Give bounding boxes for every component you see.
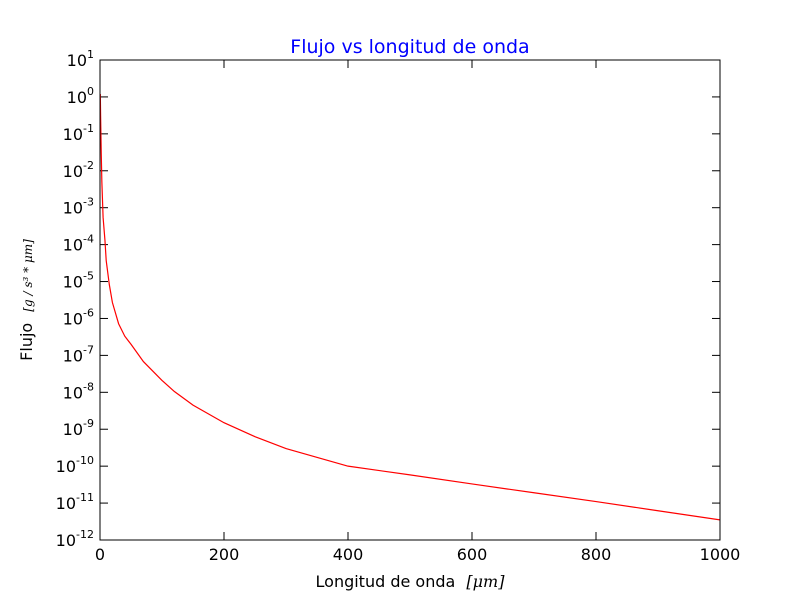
ticks-layer: 0 200 400 600 800 1000 101 100 10-1 10-2 10-3 10-4 1… (56, 48, 741, 564)
y-tick-label: 101 (67, 48, 94, 70)
plot-frame (99, 59, 721, 541)
y-tick-label: 10-2 (63, 159, 94, 181)
x-axis-label-text: Longitud de onda (316, 572, 456, 591)
x-tick-label: 800 (581, 545, 612, 564)
x-tick-label: 600 (457, 545, 488, 564)
y-tick-label: 10-7 (63, 343, 94, 365)
y-tick-label: 10-12 (56, 528, 94, 550)
x-tick-label: 1000 (700, 545, 741, 564)
y-tick-label: 10-8 (63, 380, 94, 402)
y-tick-label: 10-5 (63, 270, 94, 292)
y-tick-label: 10-6 (63, 306, 94, 328)
y-tick-label: 10-1 (63, 122, 94, 144)
y-tick-label: 10-4 (63, 233, 94, 255)
series-line-0 (100, 93, 720, 521)
y-tick-label: 100 (67, 85, 94, 107)
x-tick-label: 200 (209, 545, 240, 564)
x-axis-label: Longitud de onda [μm] (316, 572, 506, 591)
x-tick-label: 0 (95, 545, 105, 564)
y-axis-label-text: Flujo (17, 323, 36, 361)
y-tick-label: 10-11 (56, 491, 94, 513)
chart-title: Flujo vs longitud de onda (290, 36, 529, 58)
y-tick-label: 10-9 (63, 417, 94, 439)
y-tick-label: 10-3 (63, 196, 94, 218)
plot-area (100, 60, 720, 540)
x-axis-unit: [μm] (466, 572, 505, 591)
y-axis-unit: [g / s³ * μm] (21, 239, 35, 312)
y-tick-label: 10-10 (56, 454, 94, 476)
x-tick-label: 400 (333, 545, 364, 564)
series-layer (100, 93, 720, 521)
y-axis-label: Flujo [g / s³ * μm] (17, 239, 36, 361)
